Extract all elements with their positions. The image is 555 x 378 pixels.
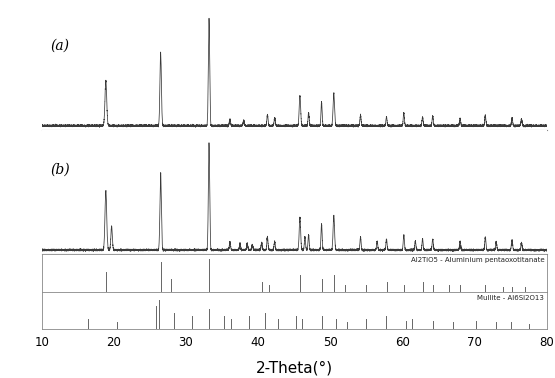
Text: (a): (a) — [51, 39, 70, 53]
Text: Mullite - Al6Si2O13: Mullite - Al6Si2O13 — [477, 294, 544, 301]
Text: (b): (b) — [51, 163, 70, 177]
Text: Al2TiO5 - Aluminium pentaoxotitanate: Al2TiO5 - Aluminium pentaoxotitanate — [411, 257, 544, 263]
Text: 2-Theta(°): 2-Theta(°) — [256, 360, 332, 375]
